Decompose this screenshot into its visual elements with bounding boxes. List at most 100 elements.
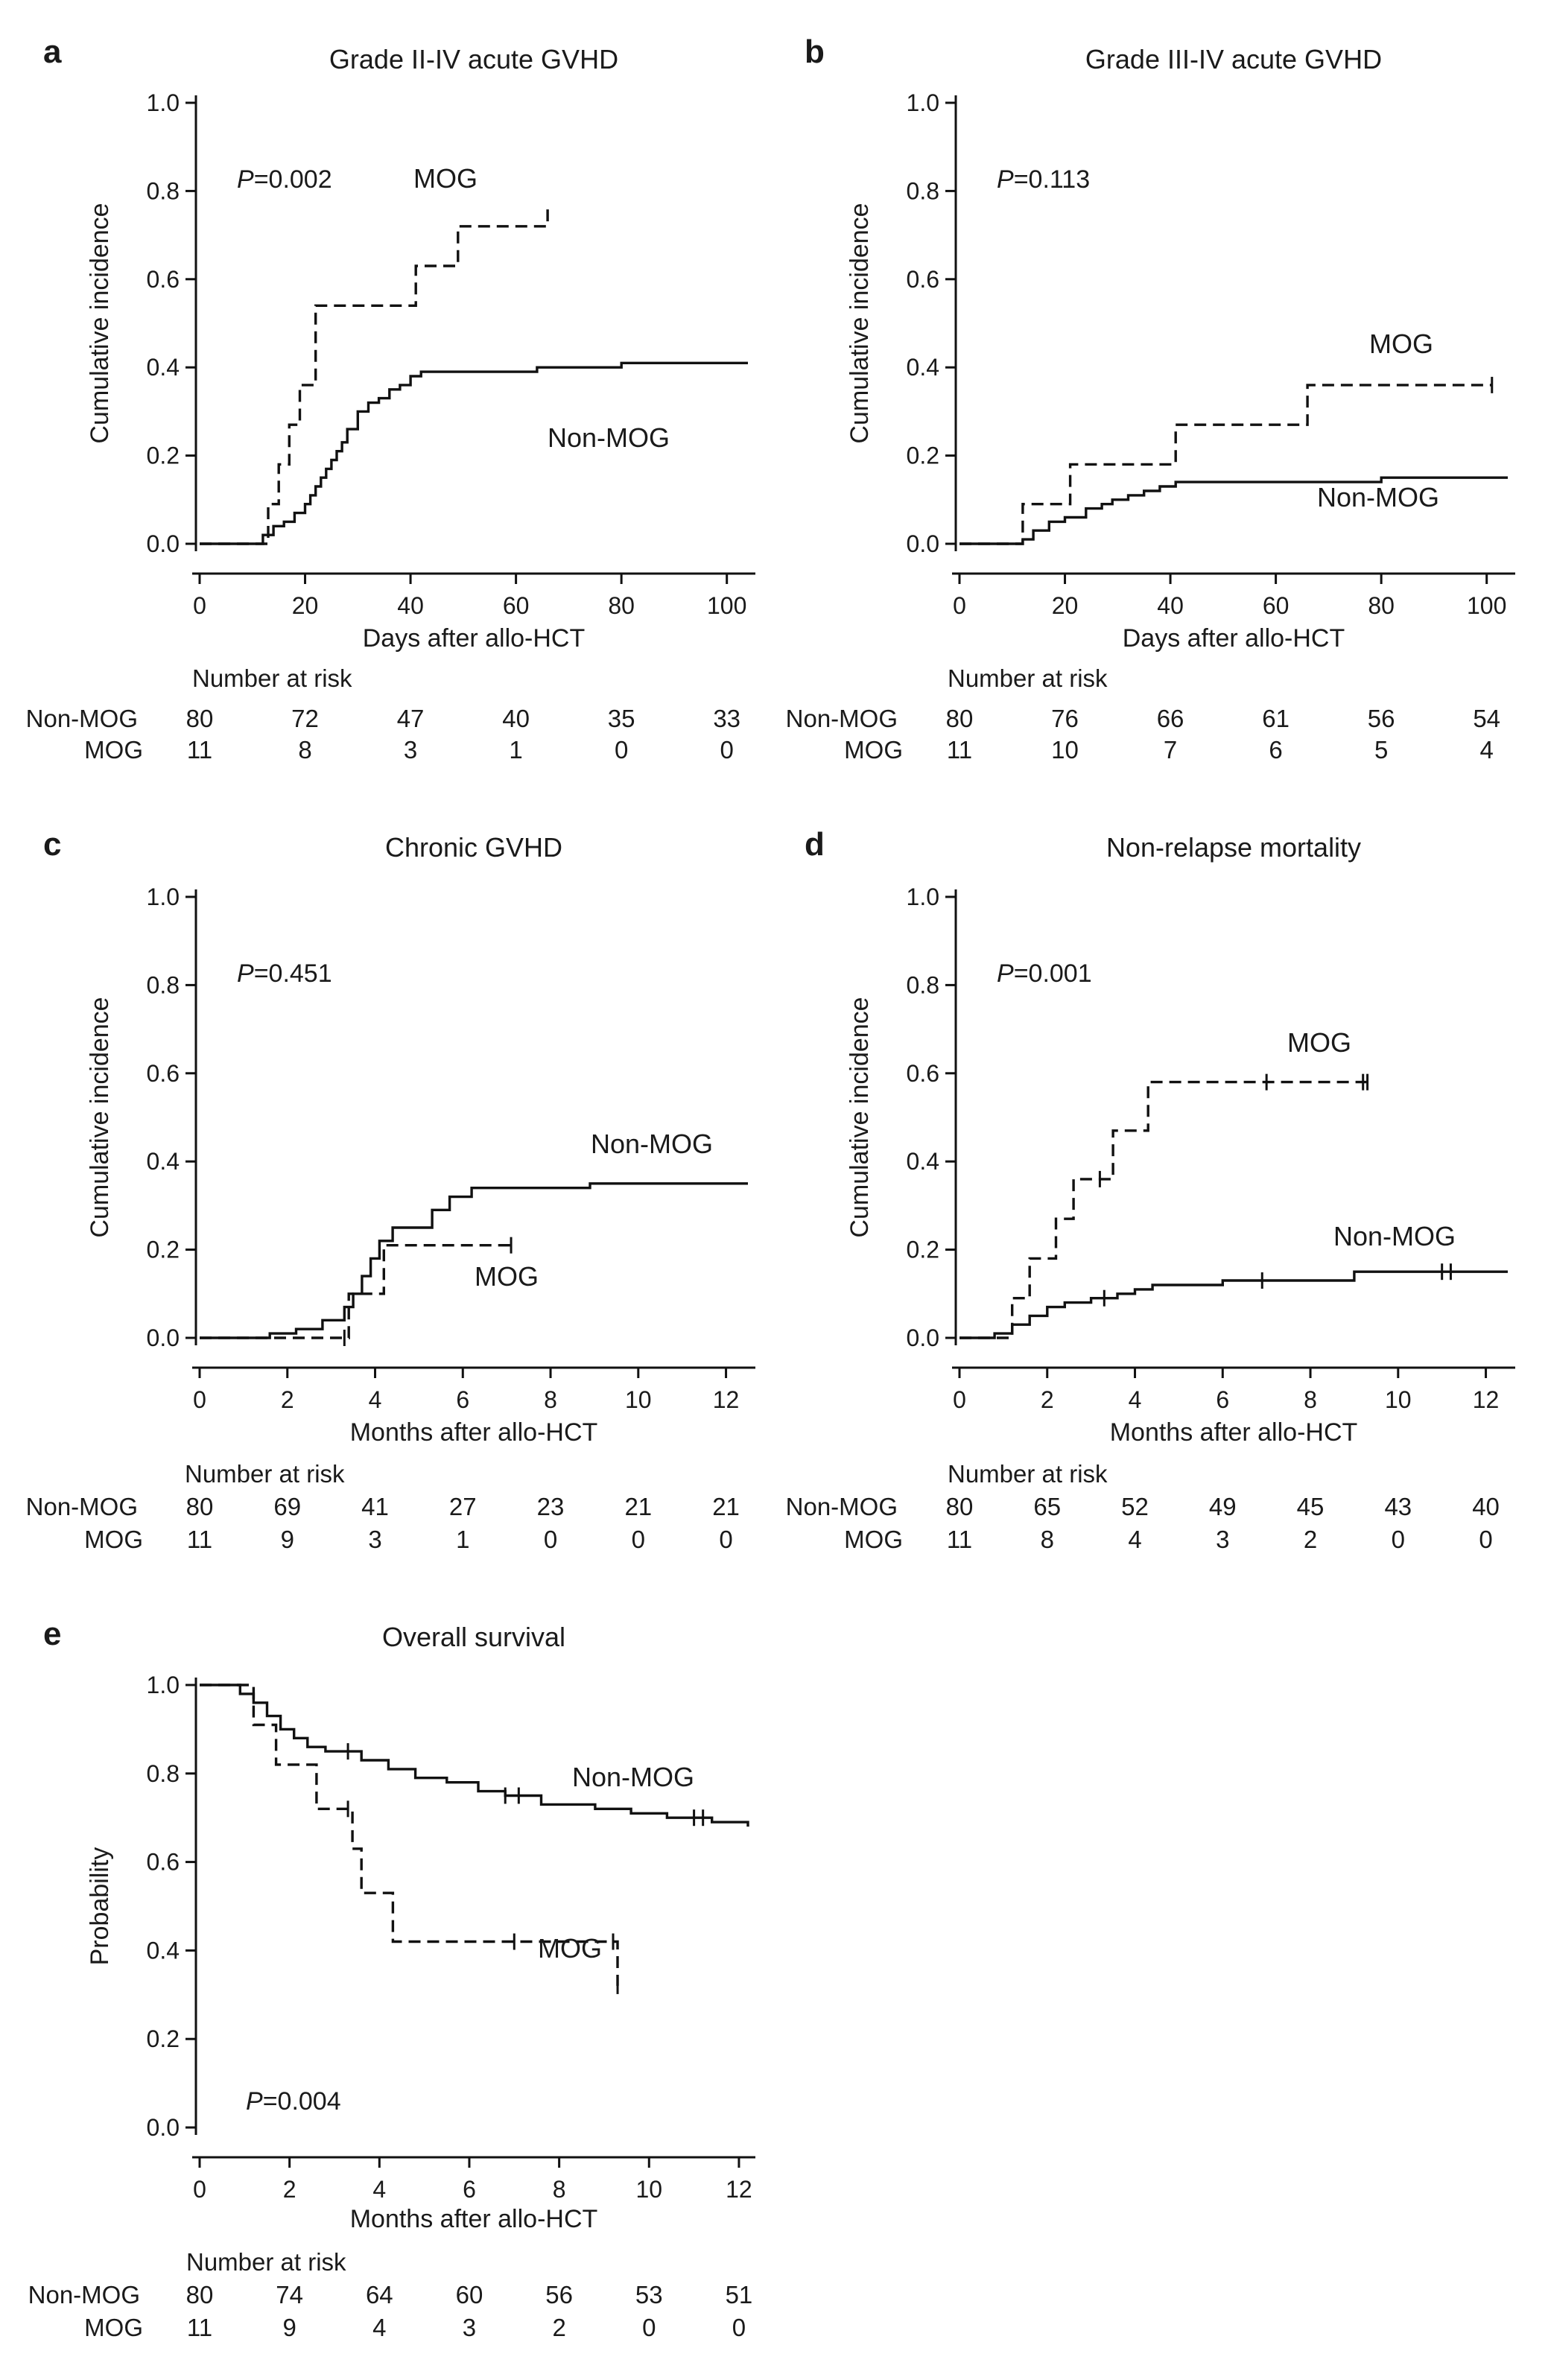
series-line-non-mog <box>200 361 748 545</box>
x-axis-label: Months after allo-HCT <box>350 2205 598 2233</box>
x-tick-label: 40 <box>1157 592 1184 619</box>
risk-cell-mog: 9 <box>281 1526 294 1553</box>
y-tick-label: 0.8 <box>907 971 939 998</box>
y-tick-label: 0.8 <box>147 1760 180 1787</box>
y-tick-label: 0.4 <box>147 354 180 381</box>
series-line-mog <box>200 1244 511 1339</box>
x-tick-label: 12 <box>726 2176 752 2203</box>
risk-cell-mog: 4 <box>1480 736 1494 764</box>
x-tick-label: 12 <box>1473 1386 1500 1413</box>
p-value: P=0.002 <box>237 165 332 194</box>
risk-cell-non-mog: 80 <box>186 2281 214 2308</box>
y-tick-label: 0.6 <box>147 1060 180 1087</box>
risk-cell-non-mog: 40 <box>1472 1493 1500 1520</box>
y-tick-label: 0.0 <box>147 2114 180 2141</box>
series-line-non-mog <box>959 1270 1508 1339</box>
y-axis-label: Cumulative incidence <box>846 997 874 1237</box>
x-tick-label: 6 <box>1216 1386 1229 1413</box>
risk-table-title: Number at risk <box>185 1460 345 1488</box>
risk-cell-mog: 0 <box>720 736 734 764</box>
risk-cell-mog: 4 <box>1128 1526 1141 1553</box>
p-value-number: =0.002 <box>254 165 332 194</box>
risk-cell-mog: 0 <box>642 2314 656 2341</box>
x-tick-label: 12 <box>713 1386 740 1413</box>
curve-label-non-mog: Non-MOG <box>591 1129 713 1159</box>
x-tick-label: 80 <box>1368 592 1395 619</box>
risk-cell-non-mog: 65 <box>1033 1493 1061 1520</box>
risk-cell-mog: 3 <box>368 1526 381 1553</box>
chart-title: Grade III-IV acute GVHD <box>1085 44 1382 74</box>
y-tick-label: 0.6 <box>147 1849 180 1876</box>
y-axis-label: Cumulative incidence <box>86 997 114 1237</box>
y-tick-label: 0.0 <box>907 1324 939 1351</box>
x-tick-label: 100 <box>1467 592 1506 619</box>
x-tick-label: 0 <box>953 1386 966 1413</box>
risk-cell-mog: 10 <box>1051 736 1079 764</box>
risk-cell-mog: 0 <box>1392 1526 1405 1553</box>
risk-cell-non-mog: 60 <box>456 2281 483 2308</box>
risk-cell-non-mog: 76 <box>1051 705 1079 732</box>
risk-cell-mog: 0 <box>1479 1526 1492 1553</box>
y-tick-label: 0.6 <box>907 266 939 293</box>
y-tick-label: 0.0 <box>147 530 180 557</box>
x-axis-label: Months after allo-HCT <box>350 1418 598 1447</box>
risk-cell-non-mog: 80 <box>946 705 974 732</box>
curve-label-non-mog: Non-MOG <box>572 1762 694 1792</box>
y-tick-label: 0.2 <box>147 1237 180 1263</box>
risk-cell-mog: 7 <box>1164 736 1177 764</box>
y-tick-label: 0.0 <box>147 1324 180 1351</box>
risk-cell-non-mog: 72 <box>291 705 319 732</box>
p-value-number: =0.451 <box>254 959 332 988</box>
risk-cell-non-mog: 49 <box>1209 1493 1237 1520</box>
x-tick-label: 10 <box>625 1386 652 1413</box>
risk-cell-non-mog: 69 <box>273 1493 301 1520</box>
risk-cell-mog: 3 <box>463 2314 476 2341</box>
x-axis-label: Days after allo-HCT <box>1123 624 1345 653</box>
risk-cell-mog: 11 <box>187 1526 212 1553</box>
panel-b: b Grade III-IV acute GVHD 0.0 0.2 0.4 0.6 0.8 1… <box>786 34 1515 764</box>
risk-table-title: Number at risk <box>948 664 1108 692</box>
risk-cell-mog: 4 <box>372 2314 386 2341</box>
p-value-prefix: P <box>237 959 254 988</box>
p-value-prefix: P <box>997 165 1014 194</box>
x-tick-label: 8 <box>544 1386 557 1413</box>
x-tick-label: 0 <box>193 1386 206 1413</box>
risk-row-name-non-mog: Non-MOG <box>26 705 138 732</box>
risk-cell-mog: 11 <box>187 2314 212 2341</box>
risk-row-name-mog: MOG <box>84 2314 143 2341</box>
panel-letter: c <box>43 826 61 863</box>
curve-label-mog: MOG <box>475 1261 539 1292</box>
x-tick-label: 40 <box>397 592 424 619</box>
risk-row-name-mog: MOG <box>84 1526 143 1553</box>
x-tick-label: 6 <box>456 1386 469 1413</box>
panel-letter: e <box>43 1616 61 1652</box>
risk-table-title: Number at risk <box>192 664 352 692</box>
p-value-number: =0.001 <box>1014 959 1092 988</box>
series-line-mog <box>959 384 1492 545</box>
x-tick-label: 20 <box>1052 592 1079 619</box>
risk-cell-mog: 5 <box>1374 736 1388 764</box>
series-line-non-mog <box>200 1182 748 1339</box>
panel-letter: d <box>805 826 825 863</box>
curve-label-mog: MOG <box>1369 329 1433 359</box>
risk-table-title: Number at risk <box>186 2248 346 2276</box>
y-tick-label: 1.0 <box>147 89 180 116</box>
series-line-mog <box>200 204 549 545</box>
risk-cell-mog: 1 <box>456 1526 469 1553</box>
y-tick-label: 1.0 <box>907 89 939 116</box>
x-axis-label: Months after allo-HCT <box>1110 1418 1358 1447</box>
panel-d: d Non-relapse mortality 0.0 0.2 0.4 0.6 0.8 1.0… <box>786 826 1515 1553</box>
x-tick-label: 0 <box>193 2176 206 2203</box>
risk-cell-mog: 2 <box>1304 1526 1317 1553</box>
risk-cell-non-mog: 80 <box>946 1493 974 1520</box>
risk-cell-mog: 0 <box>719 1526 732 1553</box>
chart-title: Overall survival <box>382 1622 565 1652</box>
p-value: P=0.004 <box>246 2087 341 2116</box>
risk-cell-mog: 11 <box>947 1526 972 1553</box>
risk-cell-non-mog: 80 <box>186 1493 214 1520</box>
risk-cell-non-mog: 51 <box>726 2281 753 2308</box>
p-value: P=0.001 <box>997 959 1092 988</box>
x-tick-label: 20 <box>292 592 319 619</box>
series-line-mog <box>200 1684 619 1986</box>
risk-cell-non-mog: 54 <box>1473 705 1500 732</box>
